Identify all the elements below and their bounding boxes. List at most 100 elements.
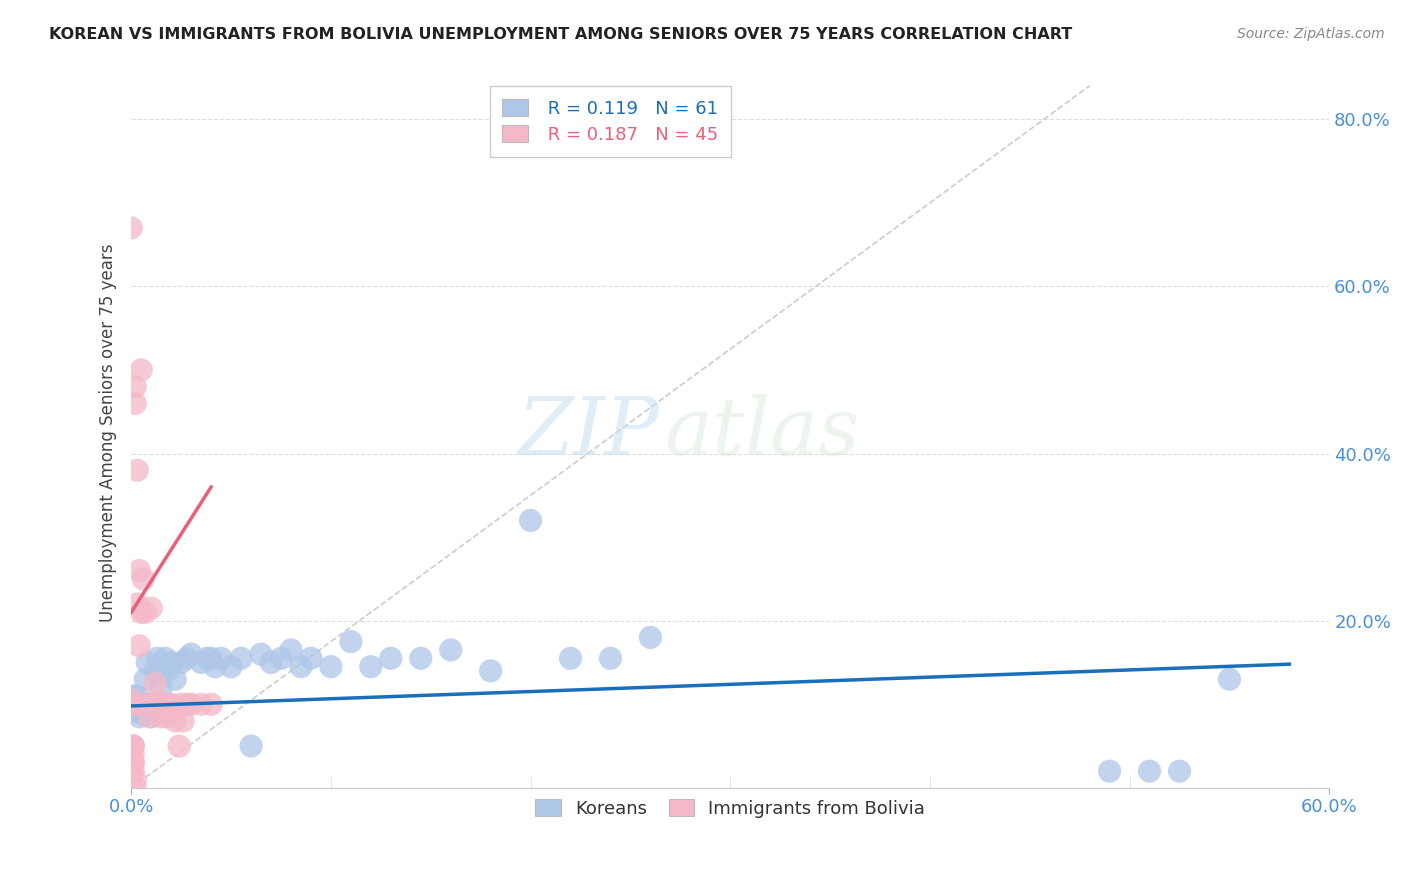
Point	[128, 564, 150, 578]
Point	[134, 672, 156, 686]
Point	[1139, 764, 1161, 779]
Point	[150, 710, 173, 724]
Point	[153, 698, 176, 712]
Point	[1218, 672, 1240, 686]
Point	[190, 698, 212, 712]
Text: Source: ZipAtlas.com: Source: ZipAtlas.com	[1237, 27, 1385, 41]
Point	[204, 659, 226, 673]
Point	[229, 651, 252, 665]
Point	[124, 698, 146, 712]
Point	[132, 701, 155, 715]
Point	[152, 659, 174, 673]
Legend: Koreans, Immigrants from Bolivia: Koreans, Immigrants from Bolivia	[529, 792, 932, 825]
Point	[180, 698, 202, 712]
Point	[142, 698, 165, 712]
Point	[120, 698, 142, 712]
Point	[122, 756, 145, 770]
Point	[599, 651, 621, 665]
Point	[240, 739, 263, 753]
Point	[360, 659, 382, 673]
Point	[319, 659, 342, 673]
Point	[120, 220, 142, 235]
Point	[160, 656, 183, 670]
Point	[129, 363, 152, 377]
Point	[200, 698, 222, 712]
Point	[170, 656, 193, 670]
Point	[165, 672, 187, 686]
Point	[122, 739, 145, 753]
Point	[122, 693, 145, 707]
Point	[409, 651, 432, 665]
Point	[440, 643, 463, 657]
Point	[129, 605, 152, 619]
Point	[143, 676, 166, 690]
Point	[219, 659, 242, 673]
Point	[299, 651, 322, 665]
Point	[122, 739, 145, 753]
Point	[128, 710, 150, 724]
Point	[260, 656, 283, 670]
Point	[250, 647, 273, 661]
Point	[150, 681, 173, 695]
Point	[122, 739, 145, 753]
Point	[156, 710, 179, 724]
Point	[127, 698, 149, 712]
Point	[122, 698, 145, 712]
Point	[156, 664, 179, 678]
Y-axis label: Unemployment Among Seniors over 75 years: Unemployment Among Seniors over 75 years	[100, 244, 117, 622]
Point	[124, 701, 146, 715]
Point	[380, 651, 402, 665]
Point	[190, 656, 212, 670]
Point	[153, 651, 176, 665]
Point	[127, 597, 149, 611]
Point	[132, 572, 155, 586]
Point	[124, 772, 146, 787]
Point	[176, 651, 198, 665]
Point	[165, 714, 187, 728]
Point	[640, 631, 662, 645]
Point	[340, 634, 363, 648]
Point	[141, 601, 163, 615]
Point	[127, 689, 149, 703]
Point	[124, 396, 146, 410]
Point	[138, 710, 160, 724]
Point	[141, 710, 163, 724]
Point	[180, 647, 202, 661]
Point	[146, 651, 169, 665]
Point	[152, 698, 174, 712]
Text: ZIP: ZIP	[516, 394, 658, 471]
Point	[122, 693, 145, 707]
Point	[122, 747, 145, 762]
Point	[176, 698, 198, 712]
Point	[128, 701, 150, 715]
Point	[128, 639, 150, 653]
Point	[122, 698, 145, 712]
Point	[519, 513, 541, 527]
Point	[172, 714, 194, 728]
Point	[122, 689, 145, 703]
Point	[129, 706, 152, 720]
Point	[122, 698, 145, 712]
Point	[143, 664, 166, 678]
Point	[148, 698, 170, 712]
Point	[127, 701, 149, 715]
Point	[479, 664, 502, 678]
Point	[132, 706, 155, 720]
Point	[122, 764, 145, 779]
Point	[200, 651, 222, 665]
Point	[170, 698, 193, 712]
Point	[122, 756, 145, 770]
Point	[136, 656, 159, 670]
Point	[146, 698, 169, 712]
Point	[1098, 764, 1121, 779]
Point	[209, 651, 232, 665]
Point	[270, 651, 292, 665]
Point	[127, 463, 149, 477]
Point	[138, 698, 160, 712]
Point	[122, 698, 145, 712]
Point	[124, 380, 146, 394]
Point	[280, 643, 302, 657]
Point	[136, 698, 159, 712]
Point	[157, 698, 180, 712]
Point	[167, 739, 190, 753]
